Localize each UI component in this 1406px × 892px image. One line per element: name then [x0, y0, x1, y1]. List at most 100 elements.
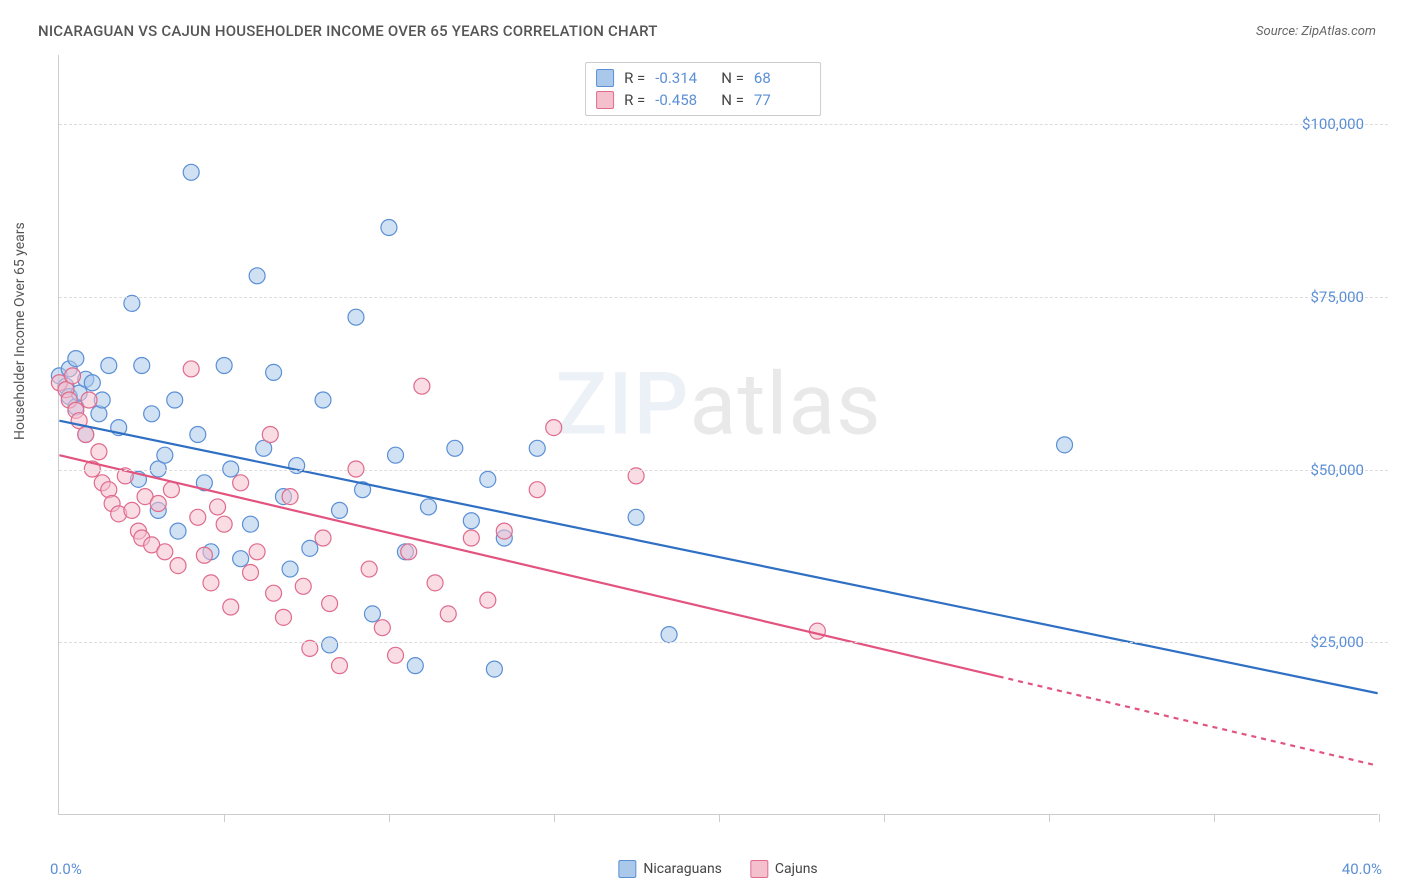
stats-row: R = -0.314 N = 68 [596, 67, 810, 89]
stats-legend: R =-0.314N =68R =-0.458N =77 [585, 62, 821, 116]
legend-item: Cajuns [750, 860, 818, 878]
scatter-point [183, 164, 199, 180]
scatter-point [628, 509, 644, 525]
scatter-point [203, 575, 219, 591]
scatter-point [529, 440, 545, 456]
scatter-point [546, 420, 562, 436]
chart-title: NICARAGUAN VS CAJUN HOUSEHOLDER INCOME O… [38, 22, 658, 40]
ytick-label: $75,000 [1310, 288, 1364, 306]
scatter-point [322, 596, 338, 612]
ytick-label: $50,000 [1310, 461, 1364, 479]
scatter-point [68, 351, 84, 367]
scatter-point [407, 658, 423, 674]
scatter-point [65, 368, 81, 384]
series-legend: Nicaraguans Cajuns [618, 860, 817, 878]
scatter-point [427, 575, 443, 591]
scatter-point [440, 606, 456, 622]
scatter-point [480, 471, 496, 487]
scatter-point [463, 513, 479, 529]
scatter-point [332, 658, 348, 674]
scatter-point [157, 544, 173, 560]
gridline [59, 642, 1388, 643]
swatch-icon [596, 69, 614, 87]
scatter-point [480, 592, 496, 608]
stats-n-value: 68 [754, 69, 810, 87]
scatter-point [78, 427, 94, 443]
stats-r-value: -0.458 [655, 91, 711, 109]
scatter-point [233, 475, 249, 491]
swatch-icon [750, 860, 768, 878]
scatter-point [223, 599, 239, 615]
swatch-icon [618, 860, 636, 878]
yaxis-label: Householder Income Over 65 years [12, 222, 28, 440]
scatter-point [374, 620, 390, 636]
scatter-point [282, 561, 298, 577]
scatter-point [243, 516, 259, 532]
scatter-point [420, 499, 436, 515]
scatter-point [163, 482, 179, 498]
ytick-label: $25,000 [1310, 633, 1364, 651]
scatter-point [295, 578, 311, 594]
chart-plot-area: ZIPatlas $25,000$50,000$75,000$100,000 [58, 55, 1378, 815]
xtick [224, 814, 225, 822]
legend-label: Nicaraguans [643, 861, 722, 877]
scatter-point [170, 558, 186, 574]
stats-r-label: R = [624, 69, 645, 87]
stats-row: R =-0.458N =77 [596, 89, 810, 111]
xaxis-min-label: 0.0% [50, 860, 82, 878]
xtick [1214, 814, 1215, 822]
scatter-point [150, 496, 166, 512]
gridline [59, 297, 1388, 298]
gridline [59, 124, 1388, 125]
scatter-point [332, 502, 348, 518]
stats-r-label: R = [624, 91, 645, 109]
xtick [554, 814, 555, 822]
scatter-point [809, 623, 825, 639]
scatter-point [348, 309, 364, 325]
scatter-point [447, 440, 463, 456]
scatter-point [388, 647, 404, 663]
scatter-point [315, 530, 331, 546]
scatter-point [144, 406, 160, 422]
scatter-point [414, 378, 430, 394]
scatter-point [183, 361, 199, 377]
scatter-point [322, 637, 338, 653]
scatter-point [157, 447, 173, 463]
scatter-point [496, 523, 512, 539]
scatter-point [249, 268, 265, 284]
scatter-point [381, 220, 397, 236]
xtick [884, 814, 885, 822]
scatter-point [262, 427, 278, 443]
ytick-label: $100,000 [1302, 115, 1364, 133]
scatter-point [84, 375, 100, 391]
scatter-point [275, 609, 291, 625]
header-row: NICARAGUAN VS CAJUN HOUSEHOLDER INCOME O… [38, 22, 1376, 40]
scatter-point [170, 523, 186, 539]
scatter-point [302, 540, 318, 556]
stats-n-value: 77 [754, 91, 810, 109]
stats-r-value: -0.314 [655, 69, 711, 87]
scatter-point [190, 427, 206, 443]
trend-line-dashed [999, 676, 1378, 765]
scatter-point [401, 544, 417, 560]
scatter-point [486, 661, 502, 677]
xaxis-max-label: 40.0% [1342, 860, 1382, 878]
swatch-icon [596, 91, 614, 109]
scatter-point [529, 482, 545, 498]
scatter-point [364, 606, 380, 622]
xtick [389, 814, 390, 822]
scatter-point [101, 358, 117, 374]
legend-label: Cajuns [775, 861, 818, 877]
scatter-point [124, 502, 140, 518]
scatter-point [249, 544, 265, 560]
scatter-point [282, 489, 298, 505]
scatter-point [315, 392, 331, 408]
scatter-point [134, 358, 150, 374]
scatter-point [216, 358, 232, 374]
scatter-point [233, 551, 249, 567]
scatter-point [463, 530, 479, 546]
scatter-point [1057, 437, 1073, 453]
legend-item: Nicaraguans [618, 860, 722, 878]
xtick [1049, 814, 1050, 822]
stats-n-label: N = [721, 69, 744, 87]
